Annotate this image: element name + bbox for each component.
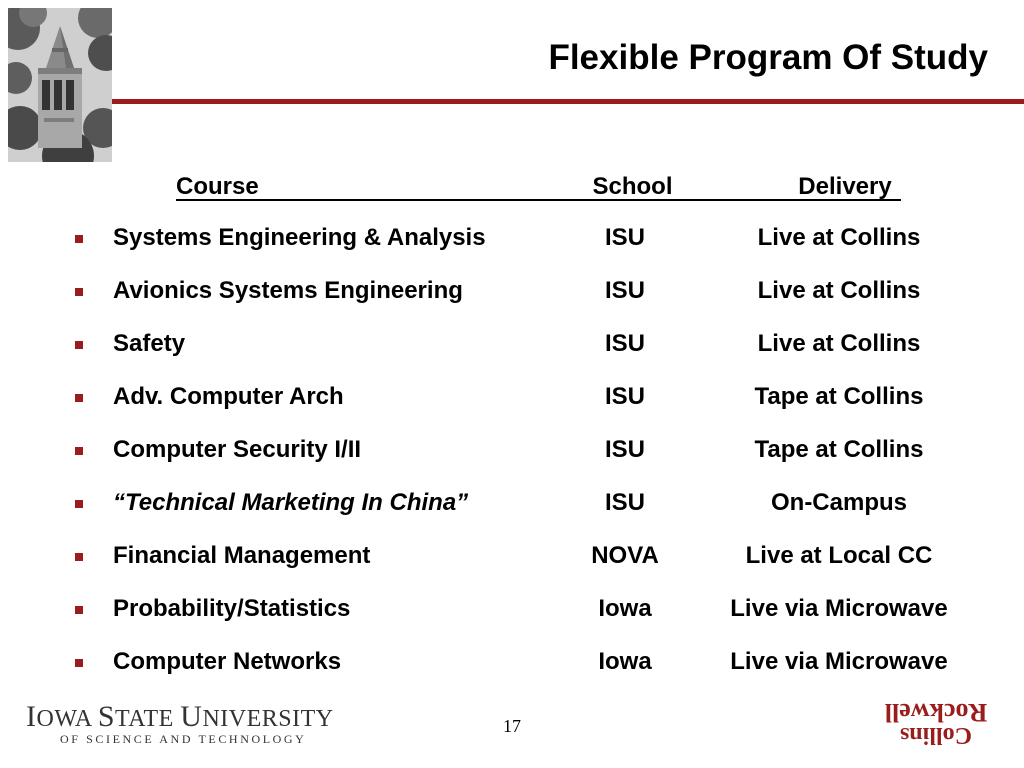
delivery-method: Live at Local CC [745,542,933,569]
delivery-method: Live via Microwave [730,648,948,675]
campanile-photo [8,8,112,162]
title-rule [112,99,1024,104]
table-row: Avionics Systems Engineering ISU Live at C… [0,277,1024,311]
school-name: NOVA [591,542,659,569]
table-row: Systems Engineering & Analysis ISU Live at… [0,224,1024,258]
slide-title: Flexible Program Of Study [548,38,988,77]
course-name: Systems Engineering & Analysis [113,224,486,251]
square-bullet-icon [75,659,83,667]
isu-logo-subtitle: OF SCIENCE AND TECHNOLOGY [60,732,307,746]
square-bullet-icon [75,553,83,561]
course-name: Computer Networks [113,648,342,675]
table-row: Safety ISU Live at Collins [0,330,1024,364]
course-name: “Technical Marketing In China” [113,489,469,516]
isu-logo-wordmark: IOWA STATE UNIVERSITY [26,700,334,733]
course-name: Safety [113,330,186,357]
course-name: Probability/Statistics [113,595,351,622]
school-name: ISU [604,383,645,410]
school-name: ISU [604,436,645,463]
table-row: Probability/Statistics Iowa Live via Micro… [0,595,1024,629]
square-bullet-icon [75,235,83,243]
header-delivery: Delivery [798,173,892,200]
course-name: Avionics Systems Engineering [113,277,463,304]
school-name: ISU [604,489,645,516]
table-row: Adv. Computer Arch ISU Tape at Collins [0,383,1024,417]
table-row: Computer Networks Iowa Live via Microwave [0,648,1024,682]
square-bullet-icon [75,447,83,455]
delivery-method: Live at Collins [757,330,921,357]
course-name: Adv. Computer Arch [113,383,344,410]
course-name: Financial Management [113,542,371,569]
table-row: Financial Management NOVA Live at Local CC [0,542,1024,576]
square-bullet-icon [75,606,83,614]
header-course: Course [176,173,259,200]
delivery-method: Tape at Collins [754,436,924,463]
rockwell-collins-logo: Rockwell Collins [866,692,1006,748]
delivery-method: On-Campus [770,489,907,516]
delivery-method: Live at Collins [757,277,921,304]
square-bullet-icon [75,500,83,508]
page-number: 17 [503,716,521,736]
table-row: “Technical Marketing In China” ISU On-Camp… [0,489,1024,523]
delivery-method: Tape at Collins [754,383,924,410]
svg-text:Rockwell: Rockwell [885,698,988,727]
header-school: School [592,173,673,200]
school-name: Iowa [598,648,652,675]
delivery-method: Live at Collins [757,224,921,251]
course-name: Computer Security I/II [113,436,362,463]
school-name: ISU [604,330,645,357]
square-bullet-icon [75,288,83,296]
isu-logo: IOWA STATE UNIVERSITY OF SCIENCE AND TEC… [26,700,334,747]
school-name: ISU [604,277,645,304]
school-name: Iowa [598,595,652,622]
square-bullet-icon [75,394,83,402]
square-bullet-icon [75,341,83,349]
school-name: ISU [604,224,645,251]
delivery-method: Live via Microwave [730,595,948,622]
header-underline [176,199,901,201]
svg-text:Collins: Collins [900,722,972,748]
table-row: Computer Security I/II ISU Tape at Collins [0,436,1024,470]
